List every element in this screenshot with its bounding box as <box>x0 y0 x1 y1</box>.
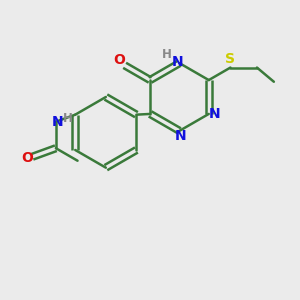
Text: O: O <box>21 151 33 165</box>
Text: N: N <box>175 129 187 143</box>
Text: S: S <box>225 52 236 66</box>
Text: H: H <box>63 112 73 125</box>
Text: H: H <box>162 48 172 62</box>
Text: N: N <box>52 115 63 129</box>
Text: N: N <box>208 107 220 121</box>
Text: N: N <box>171 55 183 69</box>
Text: O: O <box>113 53 125 67</box>
